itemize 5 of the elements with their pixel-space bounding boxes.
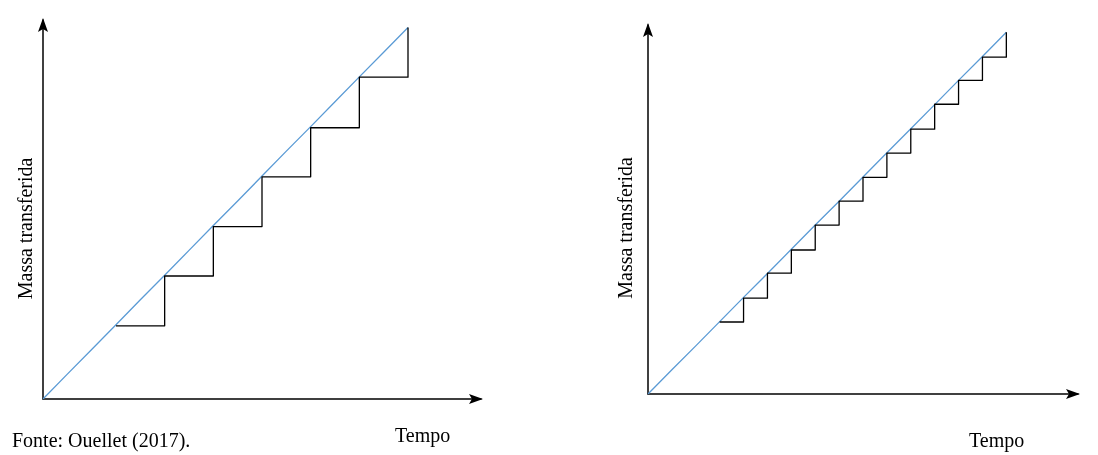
x-axis-title: Tempo bbox=[969, 429, 1025, 452]
y-axis-title: Massa transferida bbox=[14, 157, 36, 300]
y-axis-title: Massa transferida bbox=[614, 157, 636, 299]
x-axis-title: Tempo bbox=[395, 424, 451, 447]
source-note: Fonte: Ouellet (2017). bbox=[12, 429, 191, 452]
